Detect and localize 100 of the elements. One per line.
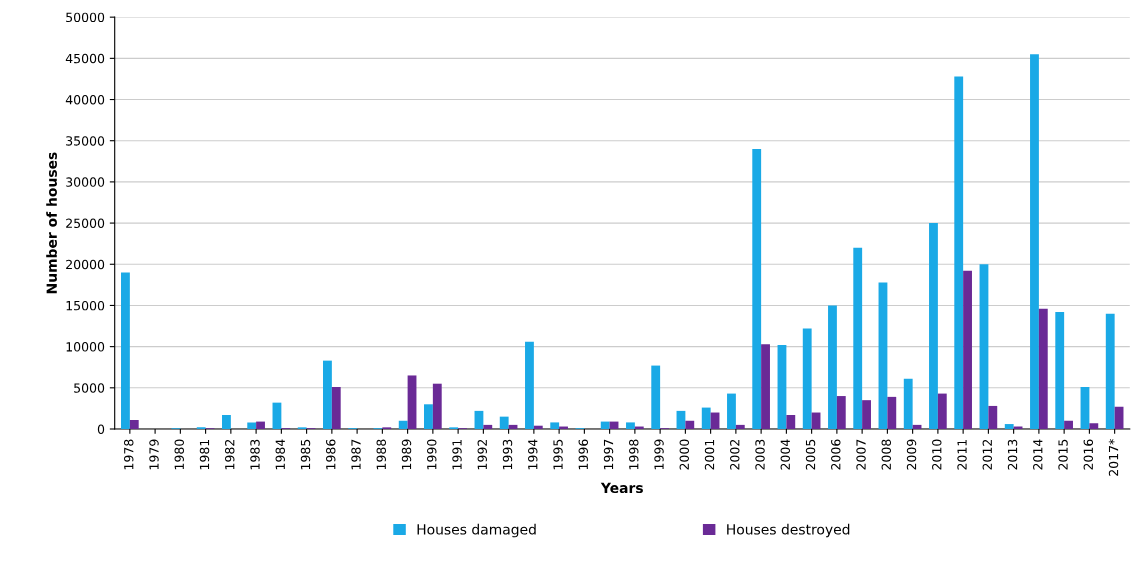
- x-tick-label: 2003: [755, 439, 765, 470]
- x-tick-label: 2007: [856, 439, 866, 470]
- bar: [979, 264, 989, 429]
- x-tick-label: 1994: [528, 439, 538, 470]
- bar: [222, 415, 231, 429]
- bar: [398, 420, 408, 429]
- x-tick-label: 2017*: [1108, 439, 1119, 476]
- bar: [550, 422, 560, 429]
- x-tick-label: 1983: [250, 439, 260, 470]
- x-tick-label: 2002: [730, 439, 740, 470]
- x-tick-label: 1993: [502, 439, 513, 470]
- bar: [121, 272, 130, 429]
- y-tick-label: 45000: [65, 53, 105, 64]
- bar: [1038, 308, 1048, 429]
- x-tick-label: 2014: [1033, 439, 1043, 470]
- bar: [247, 422, 257, 429]
- y-tick-label: 50000: [66, 12, 105, 23]
- x-tick-label: 2008: [881, 439, 892, 470]
- x-tick-label: 1987: [351, 439, 361, 470]
- bar: [701, 407, 711, 429]
- x-tick-label: 1991: [452, 439, 462, 470]
- x-tick-label: 2004: [780, 439, 791, 470]
- bar: [752, 148, 762, 429]
- bar: [1004, 424, 1014, 429]
- bar: [862, 400, 871, 429]
- x-tick-label: 1999: [654, 439, 664, 470]
- bar: [878, 282, 888, 429]
- x-tick-label: 2001: [704, 439, 715, 470]
- x-tick-label: 1995: [553, 439, 563, 470]
- bar: [963, 270, 972, 429]
- bar: [786, 415, 796, 429]
- bar: [323, 360, 332, 429]
- bar: [651, 365, 661, 429]
- x-tick-label: 2015: [1058, 439, 1068, 470]
- bar: [685, 420, 695, 429]
- x-tick-label: 2013: [1007, 439, 1018, 470]
- y-tick-label: 0: [97, 424, 105, 434]
- bar: [600, 421, 610, 429]
- bar: [887, 396, 897, 429]
- y-tick-label: 20000: [66, 259, 105, 270]
- bar: [525, 341, 534, 429]
- x-tick-label: 1997: [603, 439, 614, 470]
- bar: [432, 383, 442, 429]
- x-axis-title: Years: [600, 482, 643, 494]
- x-tick-label: 2000: [679, 439, 689, 470]
- y-tick-label: 30000: [66, 177, 105, 187]
- x-tick-label: 2009: [906, 439, 917, 470]
- bar: [836, 396, 846, 429]
- bar: [954, 76, 964, 429]
- bar: [424, 404, 433, 429]
- bar: [331, 386, 341, 429]
- y-tick-label: 15000: [66, 300, 105, 311]
- bar: [1030, 54, 1039, 429]
- x-tick-label: 1986: [326, 439, 336, 470]
- x-tick-label: 1985: [300, 439, 311, 470]
- y-tick-label: 25000: [66, 218, 105, 229]
- bar: [802, 328, 812, 429]
- x-tick-label: 1981: [199, 439, 210, 470]
- x-tick-label: 1998: [629, 439, 639, 470]
- bar: [1089, 423, 1099, 429]
- bar: [988, 405, 998, 429]
- bar: [937, 393, 947, 429]
- x-tick-label: 2006: [831, 439, 841, 470]
- x-tick-label: 1980: [174, 439, 184, 470]
- x-tick-label: 1984: [275, 439, 285, 470]
- bar: [256, 421, 265, 429]
- bar: [474, 410, 484, 429]
- bar: [533, 425, 543, 429]
- x-tick-label: 1978: [124, 439, 134, 470]
- bar: [676, 410, 686, 429]
- bar: [853, 247, 863, 429]
- bar: [1055, 312, 1065, 429]
- x-tick-label: 1992: [477, 439, 487, 470]
- x-tick-label: 2005: [805, 439, 816, 470]
- y-tick-label: 40000: [65, 95, 105, 105]
- x-tick-label: 2011: [957, 439, 967, 470]
- x-tick-label: 1988: [376, 439, 386, 470]
- y-tick-label: 5000: [74, 383, 105, 393]
- y-tick-label: 35000: [66, 136, 105, 146]
- x-tick-label: 2010: [932, 439, 942, 470]
- bar: [727, 393, 736, 429]
- x-tick-label: 1982: [225, 439, 235, 470]
- bar: [828, 305, 837, 429]
- bar: [761, 344, 770, 429]
- legend-label: Houses damaged: [417, 523, 536, 538]
- bar: [407, 375, 417, 429]
- x-tick-label: 1989: [401, 439, 412, 470]
- bar: [1080, 386, 1090, 429]
- x-tick-label: 1979: [149, 439, 159, 470]
- x-tick-label: 2012: [982, 439, 993, 470]
- x-tick-label: 1990: [427, 439, 437, 470]
- legend-label: Houses destroyed: [727, 523, 850, 538]
- bar: [903, 378, 913, 429]
- bar: [777, 344, 787, 429]
- bar: [735, 424, 745, 429]
- bar: [626, 422, 635, 429]
- x-tick-label: 1996: [578, 439, 588, 470]
- y-tick-label: 10000: [66, 342, 105, 352]
- bar: [483, 424, 493, 429]
- bar: [1105, 313, 1115, 429]
